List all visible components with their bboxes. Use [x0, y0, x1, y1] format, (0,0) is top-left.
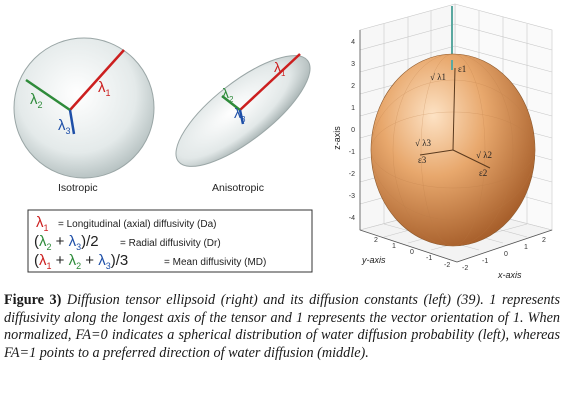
x-tick: 0 — [504, 251, 508, 258]
legend-text-da: = Longitudinal (axial) diffusivity (Da) — [58, 219, 217, 230]
y-tick-labels: 2 1 0 -1 -2 — [374, 237, 450, 269]
diffusivity-legend: λ1 = Longitudinal (axial) diffusivity (D… — [27, 209, 313, 273]
y-tick: 2 — [374, 237, 378, 244]
y-tick: -1 — [426, 255, 432, 262]
z-tick: -4 — [349, 215, 355, 222]
z-tick: -3 — [349, 193, 355, 200]
z-tick: 4 — [351, 39, 355, 46]
anisotropic-label: Anisotropic — [212, 182, 264, 194]
z-tick: 3 — [351, 61, 355, 68]
legend-symbol-da: λ1 — [36, 214, 49, 233]
z-tick: 0 — [351, 127, 355, 134]
legend-text-dr: = Radial diffusivity (Dr) — [120, 238, 221, 249]
z-tick: -2 — [349, 171, 355, 178]
y-tick: 0 — [410, 249, 414, 256]
sphere-lambda2-axis — [25, 78, 71, 112]
ellipsoid-3d-plot: ε1 √ λ1 √ λ3 ε3 √ λ2 ε2 4 3 2 1 0 -1 -2 … — [332, 3, 554, 280]
annot-e3: ε3 — [418, 155, 427, 165]
legend-text-md: = Mean diffusivity (MD) — [164, 257, 266, 268]
legend-symbol-md: (λ1 + λ2 + λ3)/3 — [34, 252, 128, 271]
caption-text: Diffusion tensor ellipsoid (right) and i… — [4, 292, 561, 361]
ellipsoid-lambda1-axis — [239, 53, 301, 111]
x-tick: -1 — [482, 258, 488, 265]
vector-e1 — [452, 67, 456, 151]
z-tick: 2 — [351, 83, 355, 90]
y-axis-label: y-axis — [361, 255, 386, 265]
anisotropic-ellipsoid: λ1 λ2 λ3 — [175, 53, 311, 167]
x-tick: 1 — [524, 244, 528, 251]
annot-sqrt-l1: √ λ1 — [430, 72, 446, 82]
isotropic-label: Isotropic — [58, 182, 98, 194]
ellipsoid-lambda3-axis — [238, 109, 245, 125]
ellipsoid-lambda2-axis — [221, 95, 241, 111]
vector-e3 — [419, 149, 454, 156]
z-tick-labels: 4 3 2 1 0 -1 -2 -3 -4 — [349, 39, 355, 222]
z-tick: -1 — [349, 149, 355, 156]
annot-e2: ε2 — [479, 168, 487, 178]
y-tick: -2 — [444, 262, 450, 269]
figure-panel: λ1 λ2 λ3 Isotropic λ1 λ2 λ3 Anisotropic … — [13, 3, 554, 280]
annot-sqrt-l2: √ λ2 — [476, 150, 492, 160]
x-tick: 2 — [542, 237, 546, 244]
x-tick-labels: -2 -1 0 1 2 — [462, 237, 546, 272]
x-tick: -2 — [462, 265, 468, 272]
caption-figure-number: Figure 3) — [4, 292, 62, 308]
z-tick: 1 — [351, 105, 355, 112]
legend-symbol-dr: (λ2 + λ3)/2 — [34, 233, 99, 252]
isotropic-sphere: λ1 λ2 λ3 — [13, 37, 155, 179]
x-axis-label: x-axis — [497, 270, 522, 280]
figure-caption: Figure 3) Diffusion tensor ellipsoid (ri… — [4, 292, 560, 398]
vector-e2 — [452, 149, 491, 169]
z-axis-label: z-axis — [332, 126, 342, 150]
sphere-lambda3-axis — [68, 109, 76, 135]
annot-sqrt-l3: √ λ3 — [415, 138, 432, 148]
annot-e1: ε1 — [458, 64, 466, 74]
sphere-lambda1-axis — [69, 49, 125, 111]
y-tick: 1 — [392, 243, 396, 250]
